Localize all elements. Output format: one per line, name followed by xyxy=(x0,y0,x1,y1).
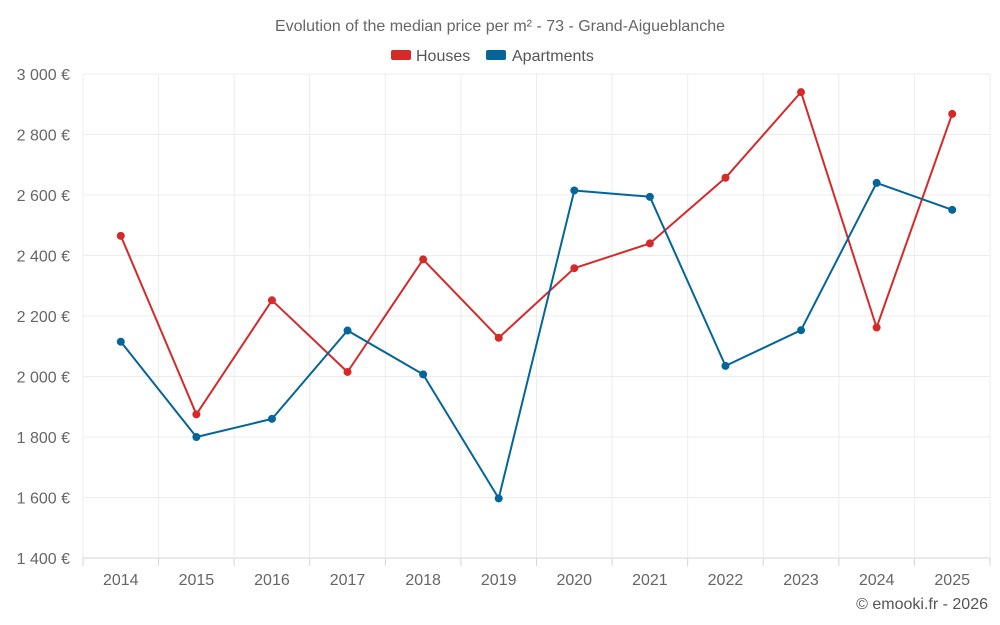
data-point-houses-2018[interactable] xyxy=(419,255,428,264)
grid xyxy=(82,73,991,559)
series-line-houses xyxy=(119,91,954,416)
x-tick-label: 2025 xyxy=(934,572,970,589)
legend: Houses Apartments xyxy=(391,48,594,65)
x-tick-label: 2014 xyxy=(103,572,139,589)
credit-text: © emooki.fr - 2026 xyxy=(856,596,988,613)
data-point-apartments-2020[interactable] xyxy=(570,186,579,195)
legend-label-houses: Houses xyxy=(416,48,470,65)
data-point-apartments-2016[interactable] xyxy=(267,414,276,423)
x-tick-label: 2021 xyxy=(632,572,668,589)
x-tick-label: 2015 xyxy=(179,572,215,589)
y-tick-label: 3 000 € xyxy=(17,67,70,84)
data-point-houses-2020[interactable] xyxy=(570,264,579,273)
legend-label-apartments: Apartments xyxy=(512,48,594,65)
series-line-apartments xyxy=(120,181,953,500)
y-axis-ticks: 1 400 € 1 600 € 1 800 € 2 000 € 2 200 € 2 400… xyxy=(17,67,70,568)
data-point-houses-2014[interactable] xyxy=(116,231,125,240)
data-point-apartments-2018[interactable] xyxy=(419,370,428,379)
data-point-houses-2021[interactable] xyxy=(645,239,654,248)
data-point-apartments-2022[interactable] xyxy=(721,361,730,370)
data-point-apartments-2017[interactable] xyxy=(343,326,352,335)
data-point-apartments-2015[interactable] xyxy=(192,433,201,441)
x-tick-label: 2020 xyxy=(556,572,592,589)
data-point-houses-2024[interactable] xyxy=(872,323,881,332)
data-point-apartments-2019[interactable] xyxy=(494,494,503,503)
data-point-apartments-2014[interactable] xyxy=(116,337,125,346)
y-tick-label: 2 600 € xyxy=(17,188,70,205)
chart-title: Evolution of the median price per m² - 7… xyxy=(275,18,725,35)
y-tick-label: 1 600 € xyxy=(17,491,70,508)
legend-swatch-apartments xyxy=(486,50,506,60)
data-point-apartments-2021[interactable] xyxy=(645,192,654,201)
data-point-houses-2015[interactable] xyxy=(192,410,201,419)
x-tick-label: 2024 xyxy=(859,572,895,589)
x-tick-label: 2018 xyxy=(405,572,441,589)
y-tick-label: 2 200 € xyxy=(17,309,70,326)
data-point-houses-2025[interactable] xyxy=(948,109,957,118)
x-tick-label: 2016 xyxy=(254,572,290,589)
legend-swatch-houses xyxy=(391,50,411,60)
series-lines xyxy=(119,91,954,500)
data-point-houses-2023[interactable] xyxy=(797,88,806,97)
x-tick-label: 2019 xyxy=(481,572,517,589)
y-tick-label: 1 800 € xyxy=(17,430,70,447)
x-tick-label: 2022 xyxy=(708,572,744,589)
y-tick-label: 2 400 € xyxy=(17,249,70,266)
data-point-apartments-2023[interactable] xyxy=(797,326,806,335)
x-tick-label: 2023 xyxy=(783,572,819,589)
data-point-apartments-2024[interactable] xyxy=(872,178,881,187)
x-axis-ticks: 2014 2015 2016 2017 2018 2019 2020 2021 2022 2023… xyxy=(82,558,991,589)
data-point-houses-2016[interactable] xyxy=(267,296,276,305)
y-tick-label: 2 800 € xyxy=(17,128,70,145)
series-points xyxy=(116,88,957,503)
x-tick-label: 2017 xyxy=(330,572,366,589)
y-tick-label: 1 400 € xyxy=(17,551,70,568)
data-point-houses-2022[interactable] xyxy=(721,173,730,182)
data-point-apartments-2025[interactable] xyxy=(948,205,957,214)
data-point-houses-2019[interactable] xyxy=(494,333,503,342)
y-tick-label: 2 000 € xyxy=(17,370,70,387)
data-point-houses-2017[interactable] xyxy=(343,367,352,376)
legend-item-apartments[interactable]: Apartments xyxy=(486,48,594,65)
legend-item-houses[interactable]: Houses xyxy=(391,48,470,65)
